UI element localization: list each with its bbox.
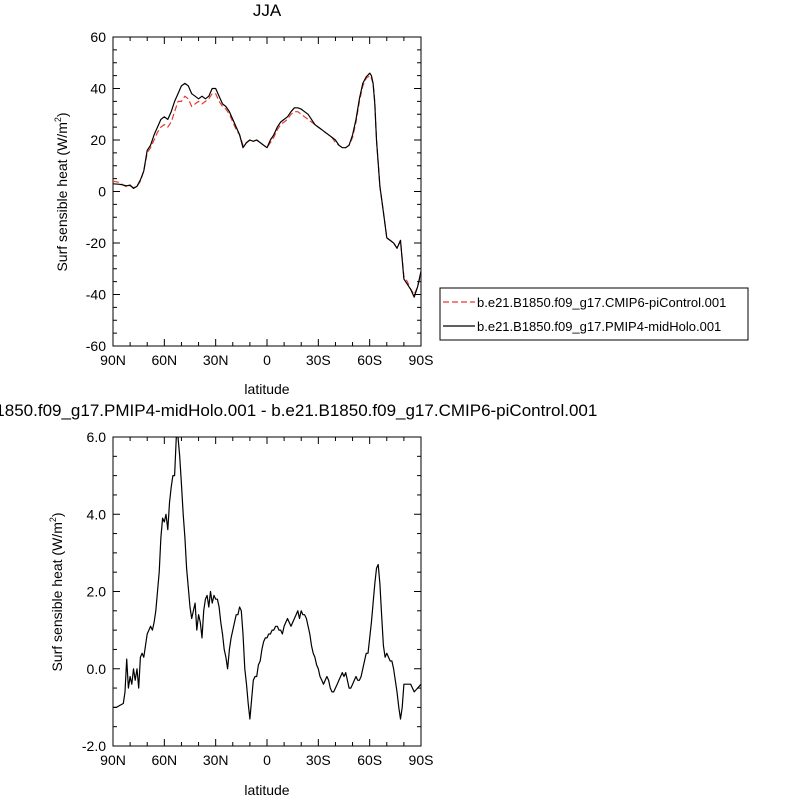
top-y-tick-label: -20 [86, 235, 106, 251]
top-x-tick-label: 30S [306, 352, 331, 368]
bottom-x-tick-label: 60N [151, 752, 177, 768]
top-chart-title: JJA [253, 1, 282, 20]
bottom-y-tick-label: 2.0 [87, 584, 107, 600]
top-series-line-1 [113, 72, 421, 298]
top-x-tick-label: 60N [151, 352, 177, 368]
legend-box [439, 287, 749, 341]
bottom-chart: b.e21.B1850.f09_g17.PMIP4-midHolo.001 - … [0, 401, 597, 798]
bottom-y-tick-label: -2.0 [82, 738, 106, 754]
bottom-x-tick-label: 0 [263, 752, 271, 768]
bottom-plot-area: 90N 60N 30N 0 30S 60S 90S -2.0 0.0 2.0 4.0 6.0 [82, 429, 434, 768]
bottom-series-line-0 [113, 437, 421, 720]
bottom-y-tick-label: 4.0 [87, 506, 107, 522]
legend: b.e21.B1850.f09_g17.CMIP6-piControl.001 … [439, 287, 749, 341]
top-y-tick-label: -60 [86, 338, 106, 354]
bottom-x-tick-label: 30S [306, 752, 331, 768]
top-y-tick-label: -40 [86, 287, 106, 303]
bottom-y-tick-label: 0.0 [87, 661, 107, 677]
top-x-tick-label: 60S [357, 352, 382, 368]
bottom-y-tick-label: 6.0 [87, 429, 107, 445]
top-y-axis-label: Surf sensible heat (W/m2) [53, 112, 70, 271]
top-x-tick-label: 90S [409, 352, 434, 368]
top-y-tick-label: 60 [90, 29, 106, 45]
top-frame [112, 36, 422, 347]
top-chart: JJA 90N 60N 30N 0 30S 60S 90S-60-40-200204060 … [53, 1, 749, 397]
top-x-axis-label: latitude [244, 381, 289, 397]
bottom-x-axis-label: latitude [244, 782, 289, 798]
bottom-x-tick-label: 90N [100, 752, 126, 768]
legend-label-midholo: b.e21.B1850.f09_g17.PMIP4-midHolo.001 [477, 319, 721, 334]
top-x-tick-label: 30N [203, 352, 229, 368]
bottom-y-axis-label: Surf sensible heat (W/m2) [48, 512, 65, 671]
bottom-x-tick-label: 60S [357, 752, 382, 768]
bottom-x-tick-label: 30N [203, 752, 229, 768]
top-x-tick-label: 90N [100, 352, 126, 368]
top-y-tick-label: 20 [90, 132, 106, 148]
bottom-x-tick-label: 90S [409, 752, 434, 768]
top-y-tick-label: 40 [90, 81, 106, 97]
top-x-tick-label: 0 [263, 352, 271, 368]
bottom-chart-title: b.e21.B1850.f09_g17.PMIP4-midHolo.001 - … [0, 401, 597, 420]
top-y-tick-label: 0 [98, 184, 106, 200]
legend-label-picontrol: b.e21.B1850.f09_g17.CMIP6-piControl.001 [477, 295, 726, 310]
bottom-frame [112, 436, 422, 747]
top-plot-area: 90N 60N 30N 0 30S 60S 90S -60 -40 -20 0 20 40 60 [86, 29, 434, 368]
